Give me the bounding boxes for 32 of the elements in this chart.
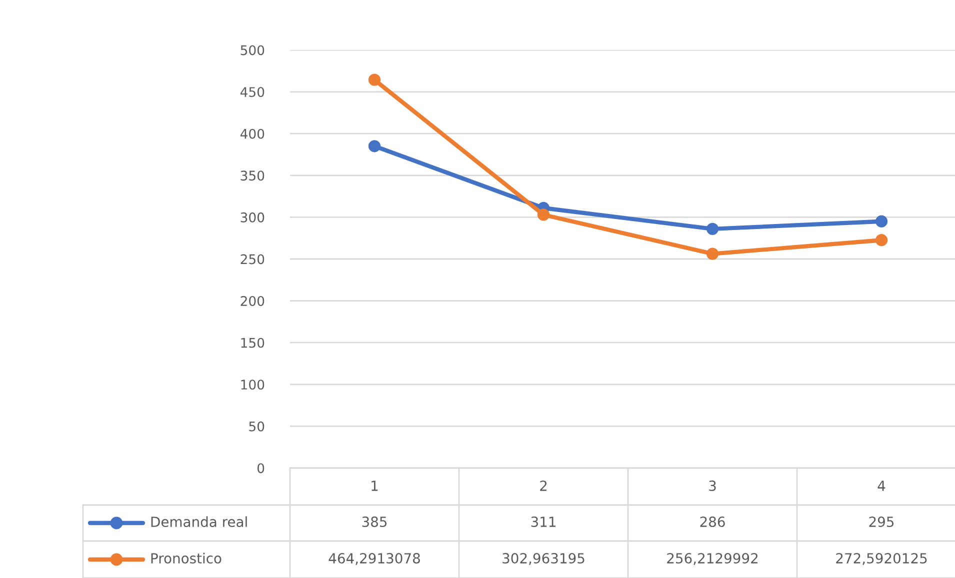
y-tick-label: 400 [240, 128, 264, 139]
y-tick-label: 300 [240, 212, 264, 222]
point [706, 248, 719, 260]
data-label: 272,5920125 [836, 553, 927, 565]
y-tick-label: 350 [240, 170, 264, 181]
x-tick-label: 3 [709, 480, 716, 492]
legend-label: Pronostico [151, 552, 222, 564]
data-label: 256,2129992 [667, 553, 758, 565]
y-tick-label: 200 [240, 296, 264, 306]
point [537, 208, 550, 221]
y-tick-label: 100 [241, 380, 264, 390]
data-label: 385 [362, 516, 387, 528]
legend-label: Demanda real [151, 516, 247, 528]
data-label: 311 [531, 516, 556, 528]
y-tick-label: 50 [249, 421, 264, 432]
data-label: 286 [700, 516, 725, 528]
y-tick-label: 0 [257, 463, 264, 474]
data-label: 302,963195 [502, 553, 584, 565]
point [875, 234, 888, 246]
point [368, 140, 381, 152]
x-tick-label: 2 [540, 480, 547, 491]
y-tick-label: 250 [240, 254, 264, 264]
y-tick-label: 500 [240, 45, 264, 56]
y-tick-label: 150 [241, 338, 264, 348]
data-label: 295 [869, 516, 894, 528]
x-tick-label: 1 [372, 480, 378, 491]
data-label: 464,2913078 [328, 553, 420, 565]
point [875, 215, 888, 228]
point [706, 222, 719, 235]
point [368, 74, 381, 86]
y-tick-label: 450 [240, 87, 264, 97]
x-tick-label: 4 [878, 480, 886, 491]
